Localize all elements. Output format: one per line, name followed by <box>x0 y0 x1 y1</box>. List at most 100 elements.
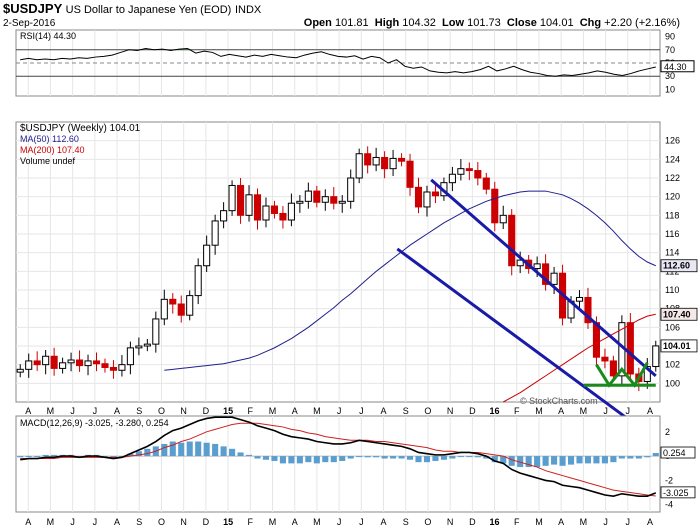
price-legend-entry: $USDJPY (Weekly) 104.01 <box>20 123 141 134</box>
x-tick-label: A <box>292 406 298 416</box>
macd-histogram-bar <box>440 456 447 460</box>
price-tick-label: 124 <box>665 154 680 164</box>
candle-body <box>279 212 287 221</box>
x-tick-label: A <box>558 406 564 416</box>
rsi-tick-label: 10 <box>665 84 675 94</box>
candle-body <box>491 188 499 224</box>
chart-title: $USDJPY US Dollar to Japanese Yen (EOD) … <box>3 1 261 16</box>
x-tick-label-bottom: J <box>93 517 98 527</box>
macd-histogram-bar <box>559 456 566 466</box>
x-tick-label: F <box>514 406 520 416</box>
macd-histogram-bar <box>17 456 24 458</box>
macd-histogram-bar <box>195 441 202 457</box>
macd-histogram-bar <box>483 456 490 459</box>
x-tick-label: S <box>136 406 142 416</box>
rsi-line <box>20 47 656 77</box>
macd-histogram-bar <box>203 442 210 457</box>
x-tick-label-bottom: A <box>114 517 120 527</box>
macd-histogram-bar <box>110 456 117 458</box>
x-tick-label: F <box>248 406 254 416</box>
macd-histogram-bar <box>584 456 592 464</box>
channel-lower-line <box>396 247 632 422</box>
price-panel: 1001021041061081101121141161181201221241… <box>15 121 698 422</box>
macd-tick-label: -4 <box>665 500 673 510</box>
macd-value-bg <box>660 486 696 499</box>
macd-histogram-bar <box>34 456 41 458</box>
macd-histogram-bar <box>186 441 193 457</box>
macd-histogram-bar <box>305 456 312 463</box>
x-tick-label-bottom: 16 <box>490 517 500 527</box>
candle-body <box>652 345 660 368</box>
macd-histogram-bar <box>356 456 363 458</box>
candle-body <box>135 345 143 349</box>
x-tick-label-bottom: D <box>469 517 476 527</box>
candle-body <box>203 244 211 267</box>
macd-histogram-bar <box>279 456 286 464</box>
macd-histogram-bar <box>398 456 405 459</box>
macd-histogram-bar <box>262 456 270 460</box>
candle-body <box>550 272 558 285</box>
candle-body <box>381 156 389 170</box>
macd-histogram-bar <box>25 456 32 458</box>
x-tick-label-bottom: A <box>647 517 653 527</box>
x-tick-label: M <box>580 406 588 416</box>
macd-histogram-bar <box>296 456 303 464</box>
macd-histogram-bar <box>364 456 371 458</box>
price-tick-label: 100 <box>665 378 680 388</box>
macd-histogram-bar <box>169 441 176 457</box>
macd-histogram-bar <box>322 456 329 463</box>
macd-legend: MACD(12,26,9) -3.025, -3.280, 0.254 <box>20 418 169 428</box>
macd-histogram-bar <box>271 456 278 461</box>
x-tick-label: A <box>114 406 120 416</box>
ohlc-summary: Open 101.81 High 104.32 Low 101.73 Close… <box>304 17 680 29</box>
candle-body <box>465 168 473 172</box>
open-value: 101.81 <box>334 17 369 29</box>
x-tick-label: 15 <box>223 406 233 416</box>
rsi-tick-label: 70 <box>665 45 675 55</box>
x-tick-label-bottom: A <box>381 517 387 527</box>
candle-body <box>160 298 168 320</box>
x-tick-label-bottom: M <box>535 517 543 527</box>
close-value: 104.01 <box>539 17 574 29</box>
x-tick-label: A <box>25 406 31 416</box>
x-tick-label-bottom: N <box>180 517 187 527</box>
high-value: 104.32 <box>402 17 436 29</box>
macd-histogram-bar <box>474 456 481 458</box>
candle-body <box>92 360 101 365</box>
candle-body <box>253 194 262 221</box>
macd-line <box>20 416 657 498</box>
candle-body <box>516 259 524 267</box>
candle-body <box>262 205 270 221</box>
watermark: © StockCharts.com <box>520 396 598 406</box>
x-tick-label: J <box>70 406 75 416</box>
x-tick-label: M <box>535 406 543 416</box>
candle-body <box>372 156 380 166</box>
macd-histogram-bar <box>542 456 549 466</box>
x-axis: A M J J A S O N D 15 F M A M J J A S O N D 16 F M A M J J A A M J J A S O N D… <box>25 406 653 527</box>
candle-body <box>389 157 397 170</box>
macd-histogram-bar <box>373 456 380 458</box>
macd-histogram-bar <box>127 453 134 457</box>
candle-body <box>287 202 295 221</box>
candle-body <box>143 343 151 347</box>
price-tick-label: 102 <box>665 360 680 370</box>
open-label: Open <box>303 17 332 29</box>
macd-histogram-bar <box>313 456 320 464</box>
macd-histogram-bar <box>254 456 261 459</box>
macd-tick-label: -2 <box>665 475 673 485</box>
candle-body <box>508 214 516 267</box>
candle-body <box>25 360 33 370</box>
x-tick-label: J <box>337 406 342 416</box>
chart-header: $USDJPY US Dollar to Japanese Yen (EOD) … <box>0 0 700 40</box>
candle-body <box>16 368 24 373</box>
candle-body <box>126 347 134 366</box>
candle-body <box>42 355 50 366</box>
candle-body <box>499 214 507 224</box>
macd-histogram-bar <box>144 448 151 457</box>
price-legend-entry: MA(200) 107.40 <box>20 145 85 155</box>
x-tick-label-bottom: A <box>25 517 31 527</box>
macd-histogram-bar <box>330 456 337 463</box>
rsi-tick-label: 30 <box>665 71 675 81</box>
candle-body <box>59 362 67 369</box>
candle-body <box>321 196 329 203</box>
